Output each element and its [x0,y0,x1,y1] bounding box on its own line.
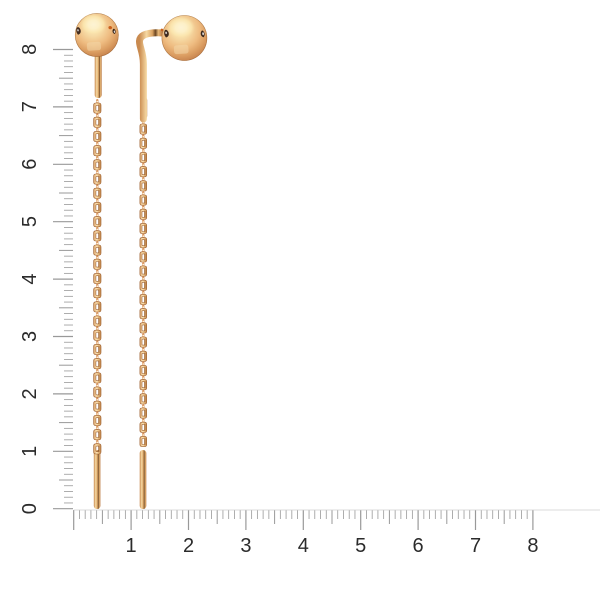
svg-text:6: 6 [413,535,424,557]
svg-text:4: 4 [298,535,309,557]
svg-text:4: 4 [19,273,41,284]
svg-text:1: 1 [126,535,137,557]
svg-text:7: 7 [19,101,41,112]
svg-text:6: 6 [19,159,41,170]
svg-text:8: 8 [527,535,538,557]
svg-text:5: 5 [19,216,41,227]
svg-text:3: 3 [240,535,251,557]
svg-text:2: 2 [19,388,41,399]
svg-text:0: 0 [19,503,41,514]
svg-text:7: 7 [470,535,481,557]
svg-text:2: 2 [183,535,194,557]
svg-text:1: 1 [19,446,41,457]
svg-text:5: 5 [355,535,366,557]
svg-text:8: 8 [19,44,41,55]
svg-text:3: 3 [19,331,41,342]
